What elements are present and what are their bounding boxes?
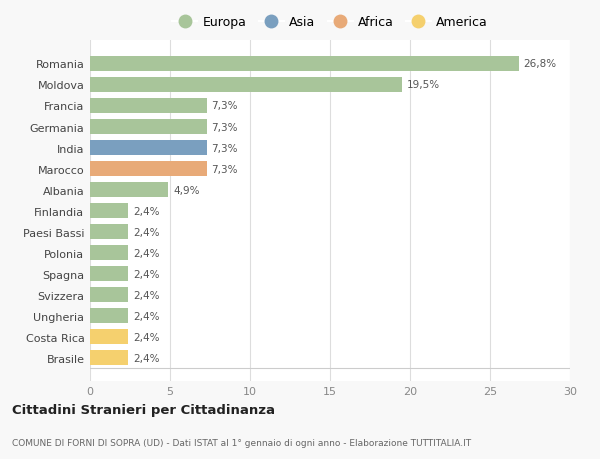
Legend: Europa, Asia, Africa, America: Europa, Asia, Africa, America <box>170 14 490 32</box>
Text: 2,4%: 2,4% <box>133 353 160 363</box>
Text: 4,9%: 4,9% <box>173 185 200 195</box>
Text: 2,4%: 2,4% <box>133 248 160 258</box>
Bar <box>90 57 519 72</box>
Bar <box>90 162 207 177</box>
Text: 2,4%: 2,4% <box>133 269 160 279</box>
Text: 7,3%: 7,3% <box>212 143 238 153</box>
Bar <box>90 350 128 365</box>
Text: COMUNE DI FORNI DI SOPRA (UD) - Dati ISTAT al 1° gennaio di ogni anno - Elaboraz: COMUNE DI FORNI DI SOPRA (UD) - Dati IST… <box>12 438 471 447</box>
Bar <box>90 287 128 302</box>
Bar <box>90 267 128 282</box>
Bar <box>90 120 207 135</box>
Bar <box>90 140 207 156</box>
Text: 2,4%: 2,4% <box>133 290 160 300</box>
Text: 2,4%: 2,4% <box>133 311 160 321</box>
Text: 26,8%: 26,8% <box>524 59 557 69</box>
Bar <box>90 330 128 345</box>
Bar <box>90 308 128 324</box>
Text: 2,4%: 2,4% <box>133 227 160 237</box>
Bar <box>90 224 128 240</box>
Bar <box>90 246 128 261</box>
Text: 2,4%: 2,4% <box>133 332 160 342</box>
Bar <box>90 78 402 93</box>
Text: Cittadini Stranieri per Cittadinanza: Cittadini Stranieri per Cittadinanza <box>12 403 275 416</box>
Text: 7,3%: 7,3% <box>212 122 238 132</box>
Bar <box>90 99 207 114</box>
Text: 2,4%: 2,4% <box>133 206 160 216</box>
Text: 7,3%: 7,3% <box>212 101 238 111</box>
Text: 7,3%: 7,3% <box>212 164 238 174</box>
Bar <box>90 204 128 218</box>
Bar <box>90 183 169 198</box>
Text: 19,5%: 19,5% <box>407 80 440 90</box>
